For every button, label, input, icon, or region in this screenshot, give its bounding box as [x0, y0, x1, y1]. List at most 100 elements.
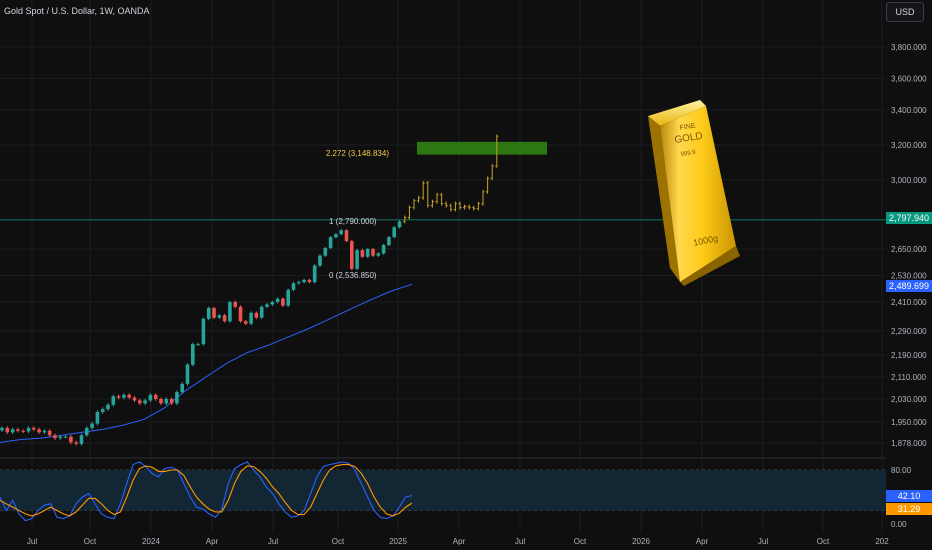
- price-tick-label: 3,600.000: [891, 75, 927, 84]
- candle-body: [164, 399, 169, 404]
- candle-body: [138, 400, 142, 404]
- time-tick-label: Oct: [574, 537, 587, 546]
- candle-body: [26, 427, 31, 432]
- candle-body: [355, 250, 359, 269]
- candle-body: [265, 304, 269, 307]
- candle-body: [143, 400, 147, 404]
- price-tick-label: 2,190.000: [891, 351, 927, 360]
- candle-body: [111, 396, 116, 405]
- osc-tick-label: 0.00: [891, 520, 907, 529]
- time-tick-label: 202: [875, 537, 889, 546]
- time-tick-label: Apr: [453, 537, 466, 546]
- candle-body: [371, 249, 375, 256]
- candle-body: [387, 237, 391, 246]
- target-zone: [417, 141, 547, 155]
- candle-body: [249, 312, 253, 324]
- price-tick-label: 2,410.000: [891, 298, 927, 307]
- candle-body: [132, 397, 137, 401]
- candle-body: [323, 248, 328, 256]
- candle-body: [159, 399, 163, 404]
- price-tick-label: 2,530.000: [891, 272, 927, 281]
- stochastic-band: [0, 470, 886, 511]
- candle-body: [122, 394, 126, 398]
- time-tick-label: 2024: [142, 537, 160, 546]
- candle-body: [392, 227, 396, 238]
- candle-body: [254, 312, 259, 318]
- candle-body: [360, 250, 365, 257]
- candle-body: [148, 394, 153, 401]
- time-tick-label: Apr: [206, 537, 219, 546]
- candle-body: [217, 315, 222, 318]
- time-tick-label: Oct: [84, 537, 97, 546]
- candle-body: [233, 302, 237, 307]
- candle-body: [58, 436, 63, 439]
- candle-body: [42, 430, 47, 433]
- candle-body: [21, 430, 25, 432]
- candle-body: [79, 435, 84, 444]
- stochastic-lines: [0, 461, 413, 522]
- candle-body: [127, 394, 131, 398]
- candle-body: [312, 265, 317, 283]
- candle-body: [344, 230, 349, 242]
- time-tick-label: Jul: [268, 537, 278, 546]
- candle-body: [259, 306, 264, 318]
- time-tick-label: 2025: [389, 537, 407, 546]
- candle-body: [153, 394, 158, 399]
- candle-body: [106, 404, 110, 410]
- price-tick-label: 2,110.000: [891, 373, 927, 382]
- gold-bar-line3: 999.9: [680, 150, 696, 158]
- osc-tick-label: 80.00: [891, 466, 912, 475]
- price-tick-label: 3,400.000: [891, 106, 927, 115]
- candle-body: [350, 241, 354, 269]
- candle-body: [291, 283, 296, 290]
- candle-body: [185, 364, 190, 384]
- stoch-line-d: [0, 464, 413, 517]
- candle-body: [238, 306, 243, 322]
- candle-body: [334, 234, 338, 238]
- last-price-badge: 2,797.940: [886, 212, 932, 224]
- time-tick-label: Jul: [515, 537, 525, 546]
- time-tick-label: Jul: [27, 537, 37, 546]
- candle-body: [95, 412, 100, 424]
- candle-body: [74, 442, 78, 444]
- candle-body: [206, 308, 211, 319]
- candle-body: [16, 429, 20, 431]
- price-tick-label: 1,950.000: [891, 418, 927, 427]
- candle-body: [201, 318, 206, 345]
- stoch-d-badge: 31.29: [886, 503, 932, 515]
- gold-bar-line1: FINE: [679, 123, 696, 132]
- candle-body: [270, 302, 275, 305]
- candle-body: [376, 253, 381, 256]
- currency-button[interactable]: USD: [886, 2, 924, 22]
- fib-label-1: 1 (2,790.000): [329, 217, 377, 226]
- time-axis: Jul Oct 2024 Apr Jul Oct 2025 Apr Jul Oct 2026 Apr J…: [27, 537, 889, 546]
- candle-body: [281, 298, 285, 306]
- candle-body: [328, 237, 333, 249]
- candle-body: [212, 308, 216, 318]
- candle-body: [116, 396, 121, 398]
- price-tick-label: 1,878.000: [891, 439, 927, 448]
- stoch-line-k: [0, 461, 413, 522]
- candle-body: [5, 427, 10, 433]
- candle-body: [169, 399, 174, 404]
- price-tick-label: 2,290.000: [891, 327, 927, 336]
- price-tick-label: 3,000.000: [891, 176, 927, 185]
- candle-body: [381, 245, 386, 254]
- moving-average-line: [0, 283, 413, 443]
- candle-body: [69, 436, 73, 443]
- price-tick-label: 2,030.000: [891, 395, 927, 404]
- candle-body: [175, 392, 179, 404]
- candle-body: [90, 423, 94, 428]
- candle-body: [100, 409, 105, 413]
- time-tick-label: Oct: [332, 537, 345, 546]
- candle-body: [196, 344, 200, 346]
- candle-body: [63, 436, 68, 438]
- candle-body: [228, 302, 232, 322]
- candle-body: [302, 279, 306, 283]
- chart-title: Gold Spot / U.S. Dollar, 1W, OANDA: [4, 6, 150, 16]
- candle-body: [365, 249, 370, 257]
- candle-body: [37, 429, 41, 433]
- candle-body: [32, 427, 36, 430]
- price-axis: 1,878.000 1,950.000 2,030.000 2,110.000 2,19…: [891, 43, 927, 448]
